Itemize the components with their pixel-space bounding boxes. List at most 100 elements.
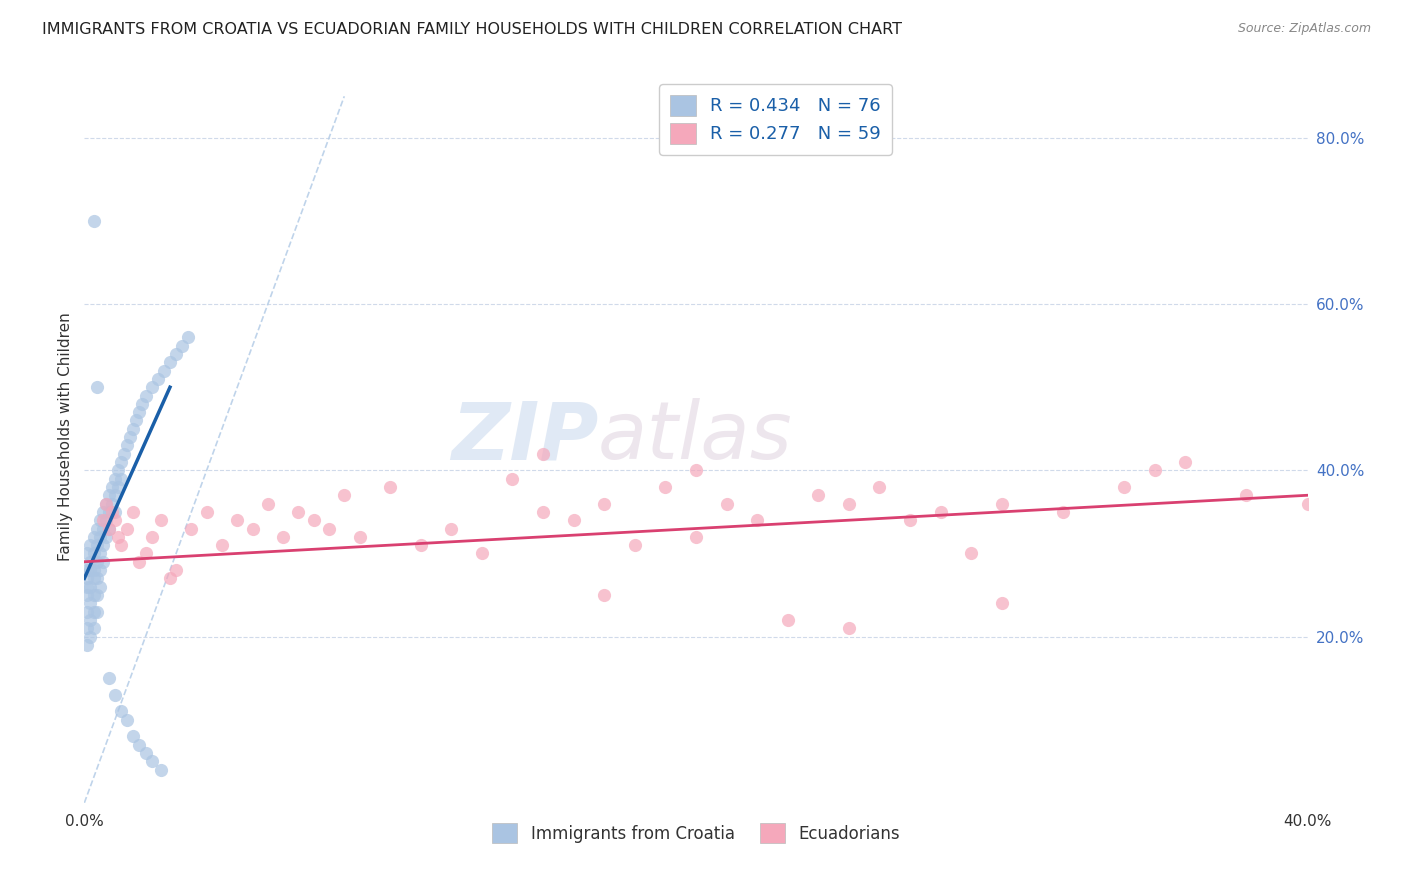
- Point: [91, 555, 114, 569]
- Point: [135, 546, 157, 560]
- Point: [104, 513, 127, 527]
- Point: [86, 380, 108, 394]
- Point: [271, 530, 294, 544]
- Point: [107, 480, 129, 494]
- Text: atlas: atlas: [598, 398, 793, 476]
- Point: [79, 613, 101, 627]
- Point: [76, 638, 98, 652]
- Point: [135, 388, 157, 402]
- Point: [94, 530, 117, 544]
- Point: [110, 455, 132, 469]
- Point: [76, 580, 98, 594]
- Point: [107, 530, 129, 544]
- Point: [120, 430, 142, 444]
- Point: [128, 405, 150, 419]
- Point: [531, 447, 554, 461]
- Point: [104, 472, 127, 486]
- Point: [440, 521, 463, 535]
- Point: [180, 521, 202, 535]
- Point: [1114, 480, 1136, 494]
- Point: [135, 746, 157, 760]
- Point: [83, 621, 105, 635]
- Point: [159, 355, 181, 369]
- Point: [94, 497, 117, 511]
- Point: [97, 521, 120, 535]
- Point: [153, 363, 176, 377]
- Point: [991, 596, 1014, 610]
- Point: [110, 472, 132, 486]
- Point: [76, 563, 98, 577]
- Point: [86, 538, 108, 552]
- Point: [79, 596, 101, 610]
- Point: [101, 480, 124, 494]
- Point: [76, 546, 98, 560]
- Point: [83, 214, 105, 228]
- Point: [149, 763, 172, 777]
- Point: [83, 605, 105, 619]
- Point: [172, 338, 194, 352]
- Point: [76, 621, 98, 635]
- Point: [1143, 463, 1166, 477]
- Point: [991, 497, 1014, 511]
- Point: [79, 580, 101, 594]
- Point: [929, 505, 952, 519]
- Point: [86, 555, 108, 569]
- Point: [1174, 455, 1197, 469]
- Point: [89, 580, 111, 594]
- Point: [91, 513, 114, 527]
- Point: [76, 605, 98, 619]
- Point: [716, 497, 738, 511]
- Point: [685, 530, 707, 544]
- Point: [898, 513, 921, 527]
- Point: [83, 546, 105, 560]
- Point: [89, 530, 111, 544]
- Point: [76, 571, 98, 585]
- Point: [318, 521, 340, 535]
- Point: [141, 380, 163, 394]
- Point: [83, 530, 105, 544]
- Point: [122, 729, 145, 743]
- Point: [149, 513, 172, 527]
- Point: [89, 513, 111, 527]
- Point: [79, 563, 101, 577]
- Point: [380, 480, 402, 494]
- Point: [960, 546, 983, 560]
- Point: [97, 488, 120, 502]
- Point: [79, 555, 101, 569]
- Point: [94, 497, 117, 511]
- Point: [91, 505, 114, 519]
- Point: [128, 738, 150, 752]
- Point: [177, 330, 200, 344]
- Point: [83, 588, 105, 602]
- Text: IMMIGRANTS FROM CROATIA VS ECUADORIAN FAMILY HOUSEHOLDS WITH CHILDREN CORRELATIO: IMMIGRANTS FROM CROATIA VS ECUADORIAN FA…: [42, 22, 903, 37]
- Point: [79, 630, 101, 644]
- Point: [593, 497, 616, 511]
- Point: [115, 713, 138, 727]
- Point: [110, 705, 132, 719]
- Point: [409, 538, 432, 552]
- Point: [141, 754, 163, 768]
- Point: [115, 438, 138, 452]
- Point: [97, 521, 120, 535]
- Point: [101, 497, 124, 511]
- Point: [869, 480, 891, 494]
- Point: [76, 588, 98, 602]
- Point: [593, 588, 616, 602]
- Point: [159, 571, 181, 585]
- Point: [1296, 497, 1319, 511]
- Point: [838, 497, 860, 511]
- Point: [86, 571, 108, 585]
- Point: [104, 505, 127, 519]
- Point: [131, 397, 153, 411]
- Point: [242, 521, 264, 535]
- Text: Source: ZipAtlas.com: Source: ZipAtlas.com: [1237, 22, 1371, 36]
- Point: [107, 463, 129, 477]
- Point: [333, 488, 356, 502]
- Point: [91, 521, 114, 535]
- Point: [165, 563, 187, 577]
- Point: [112, 447, 135, 461]
- Point: [807, 488, 830, 502]
- Point: [165, 347, 187, 361]
- Point: [776, 613, 799, 627]
- Point: [83, 571, 105, 585]
